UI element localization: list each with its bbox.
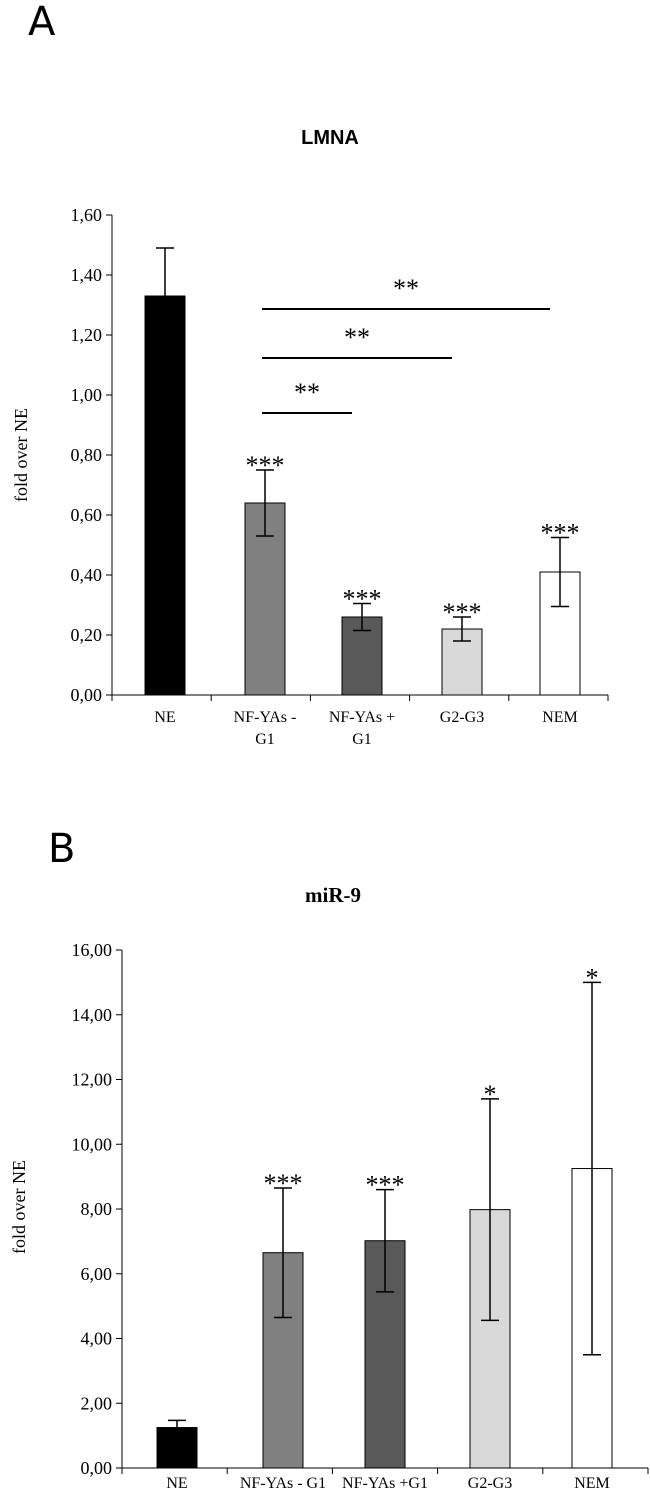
y-tick-label-a: 0,00 (71, 685, 103, 705)
category-label-a-0: NE (154, 709, 175, 726)
category-label-b-4: NEM (574, 1475, 610, 1492)
y-tick-label-b: 2,00 (81, 1393, 113, 1413)
error-bar-b-0 (168, 1419, 186, 1436)
comparison-stars-0: ** (294, 378, 320, 407)
y-tick-label-a: 1,00 (71, 385, 103, 405)
chart-title-b: miR-9 (305, 883, 361, 907)
y-tick-label-b: 6,00 (81, 1264, 113, 1284)
error-bar-a-1 (256, 469, 274, 537)
significance-stars-a-4: *** (541, 519, 580, 548)
category-label-b-0: NE (166, 1475, 187, 1492)
y-axis-label-a: fold over NE (11, 408, 31, 502)
y-tick-label-a: 0,80 (71, 445, 103, 465)
category-label-a-2: NF-YAs + G1 (329, 709, 395, 748)
error-bar-b-4 (583, 981, 601, 1356)
panel-b: B miR-9 fold over NE 0,00 2,00 4,00 6,00 8,0… (9, 826, 649, 1492)
panel-label-b: B (48, 826, 75, 872)
category-label-b-2: NF-YAs +G1 (342, 1475, 428, 1492)
y-tick-label-a: 0,40 (71, 565, 103, 585)
significance-stars-b-3: * (484, 1080, 497, 1109)
y-tick-label-b: 0,00 (81, 1458, 113, 1478)
category-label-b-1: NF-YAs - G1 (240, 1475, 326, 1492)
bar-a-3 (441, 628, 483, 696)
panel-a: A LMNA fold over NE 0,00 0,20 0,40 0,60 0,80… (11, 0, 609, 748)
chart-title-a: LMNA (301, 127, 359, 149)
y-tick-label-b: 8,00 (81, 1199, 113, 1219)
panel-label-a: A (28, 0, 56, 45)
significance-stars-b-1: *** (264, 1169, 303, 1198)
error-bar-a-2 (353, 602, 371, 632)
category-label-a-3: G2-G3 (440, 709, 484, 726)
y-tick-label-b: 12,00 (72, 1070, 113, 1090)
category-label-a-1: NF-YAs -G1 (234, 709, 297, 748)
y-tick-label-a: 1,40 (71, 265, 103, 285)
y-tick-label-a: 1,20 (71, 325, 103, 345)
y-tick-label-b: 10,00 (72, 1134, 113, 1154)
y-tick-label-b: 14,00 (72, 1005, 113, 1025)
error-bar-b-1 (274, 1187, 292, 1319)
error-bar-b-2 (376, 1188, 394, 1293)
error-bar-a-4 (551, 536, 569, 608)
error-bar-a-0 (156, 247, 174, 345)
significance-stars-a-2: *** (343, 585, 382, 614)
significance-stars-a-1: *** (246, 451, 285, 480)
bar-a-0 (144, 295, 186, 696)
significance-stars-b-2: *** (366, 1171, 405, 1200)
category-label-b-3: G2-G3 (468, 1475, 512, 1492)
bar-b-0 (156, 1427, 198, 1469)
significance-stars-a-3: *** (443, 598, 482, 627)
bar-b-3 (469, 1209, 511, 1469)
y-tick-label-a: 1,60 (71, 205, 103, 225)
y-tick-label-b: 4,00 (81, 1329, 113, 1349)
category-label-a-4: NEM (542, 709, 578, 726)
marks-a: 0,00 0,20 0,40 0,60 0,80 1,00 1,20 1,40 1,60 NE **… (71, 205, 609, 748)
error-bar-b-3 (481, 1098, 499, 1322)
significance-stars-b-4: * (586, 963, 599, 992)
y-axis-label-b: fold over NE (9, 1160, 29, 1254)
y-tick-label-a: 0,20 (71, 625, 103, 645)
comparison-stars-1: ** (344, 323, 370, 352)
y-tick-label-b: 16,00 (72, 940, 113, 960)
error-bar-a-3 (453, 616, 471, 642)
marks-b: 0,00 2,00 4,00 6,00 8,00 10,00 12,00 14,00 16,00… (72, 940, 649, 1492)
comparison-stars-2: ** (393, 274, 419, 303)
y-tick-label-a: 0,60 (71, 505, 103, 525)
